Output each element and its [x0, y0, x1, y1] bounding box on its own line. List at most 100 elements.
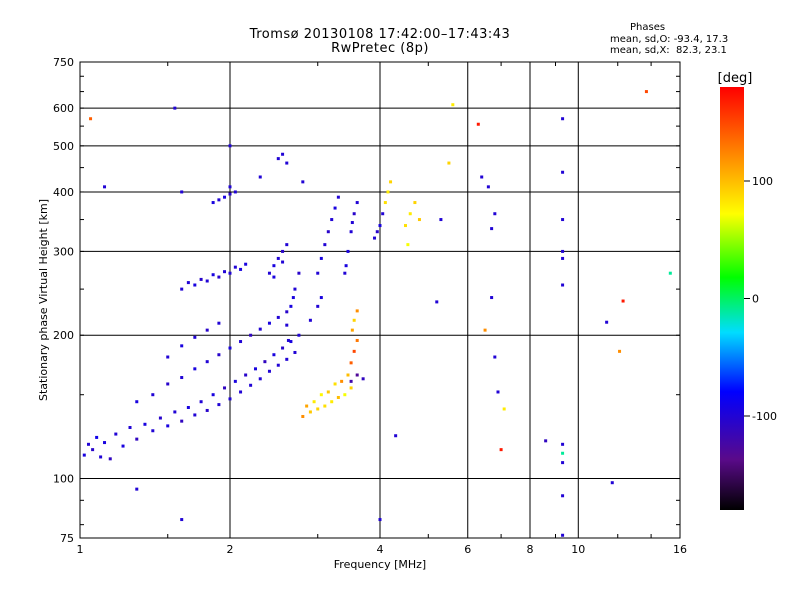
data-point: [91, 448, 95, 452]
data-point: [103, 185, 107, 189]
data-point: [378, 224, 382, 228]
data-point: [103, 441, 107, 445]
data-point: [301, 414, 305, 418]
x-tick-label: 10: [571, 543, 585, 556]
data-point: [205, 328, 209, 332]
data-point: [561, 442, 565, 446]
data-point: [228, 397, 232, 401]
data-point: [217, 198, 221, 202]
data-point: [605, 320, 609, 324]
data-point: [350, 221, 354, 225]
data-point: [381, 212, 385, 216]
phases-o-stats: mean, sd,O: -93.4, 17.3: [610, 34, 729, 45]
data-point: [486, 185, 490, 189]
data-point: [267, 369, 271, 373]
data-point: [305, 404, 309, 408]
data-point: [621, 299, 625, 303]
data-point: [308, 318, 312, 322]
y-tick-label: 75: [60, 532, 74, 545]
data-point: [618, 349, 622, 353]
data-point: [128, 425, 132, 429]
data-point: [355, 309, 359, 313]
x-tick-label: 6: [464, 543, 471, 556]
data-point: [561, 494, 565, 498]
data-point: [249, 333, 253, 337]
x-tick-label: 1: [77, 543, 84, 556]
data-point: [281, 152, 285, 156]
data-point: [499, 448, 503, 452]
data-point: [352, 212, 356, 216]
data-point: [228, 192, 232, 196]
data-point: [561, 461, 565, 465]
data-point: [193, 283, 197, 287]
data-point: [211, 273, 215, 277]
data-point: [276, 315, 280, 319]
data-point: [336, 395, 340, 399]
data-point: [135, 437, 139, 441]
data-point: [249, 383, 253, 387]
data-point: [350, 328, 354, 332]
data-point: [297, 333, 301, 337]
data-point: [355, 201, 359, 205]
data-point: [267, 321, 271, 325]
data-point: [346, 373, 350, 377]
data-point: [496, 390, 500, 394]
data-point: [285, 357, 289, 361]
data-point: [289, 304, 293, 308]
data-point: [561, 117, 565, 121]
data-point: [333, 382, 337, 386]
data-point: [217, 321, 221, 325]
colorbar-tick-label: -100: [752, 410, 777, 423]
data-point: [343, 393, 347, 397]
data-point: [319, 256, 323, 260]
data-point: [205, 360, 209, 364]
data-point: [143, 422, 147, 426]
data-point: [223, 270, 227, 274]
data-point: [483, 328, 487, 332]
data-point: [233, 265, 237, 269]
data-point: [211, 393, 215, 397]
data-point: [330, 218, 334, 222]
x-axis-label: Frequency [MHz]: [334, 558, 426, 571]
data-point: [308, 410, 312, 414]
data-point: [135, 487, 139, 491]
data-point: [293, 287, 297, 291]
plot-grid: [80, 62, 680, 538]
data-point: [316, 304, 320, 308]
data-point: [451, 103, 455, 107]
data-point: [355, 338, 359, 342]
data-point: [291, 296, 295, 300]
data-point: [375, 230, 379, 234]
data-point: [378, 518, 382, 522]
data-point: [352, 349, 356, 353]
data-point: [272, 353, 276, 357]
data-point: [95, 435, 99, 439]
data-point: [349, 379, 353, 383]
data-point: [217, 275, 221, 279]
data-point: [193, 367, 197, 371]
data-point: [228, 271, 232, 275]
data-point: [223, 386, 227, 390]
data-point: [346, 249, 350, 253]
data-point: [151, 429, 155, 433]
chart-subtitle: RwPretec (8p): [331, 41, 429, 56]
data-point: [135, 400, 139, 404]
data-point: [285, 243, 289, 247]
data-point: [263, 360, 267, 364]
y-tick-label: 200: [53, 329, 74, 342]
data-point: [233, 190, 237, 194]
data-point: [297, 271, 301, 275]
data-point: [389, 180, 393, 184]
data-point: [239, 390, 243, 394]
data-point: [205, 408, 209, 412]
data-point: [89, 117, 93, 121]
data-point: [383, 201, 387, 205]
data-point: [561, 256, 565, 260]
data-point: [217, 403, 221, 407]
data-point: [244, 262, 248, 266]
x-tick-labels: 1 2 4 6 8 10 16: [77, 543, 688, 556]
data-point: [180, 518, 184, 522]
data-point: [286, 338, 290, 342]
data-point: [439, 218, 443, 222]
data-point: [352, 318, 356, 322]
